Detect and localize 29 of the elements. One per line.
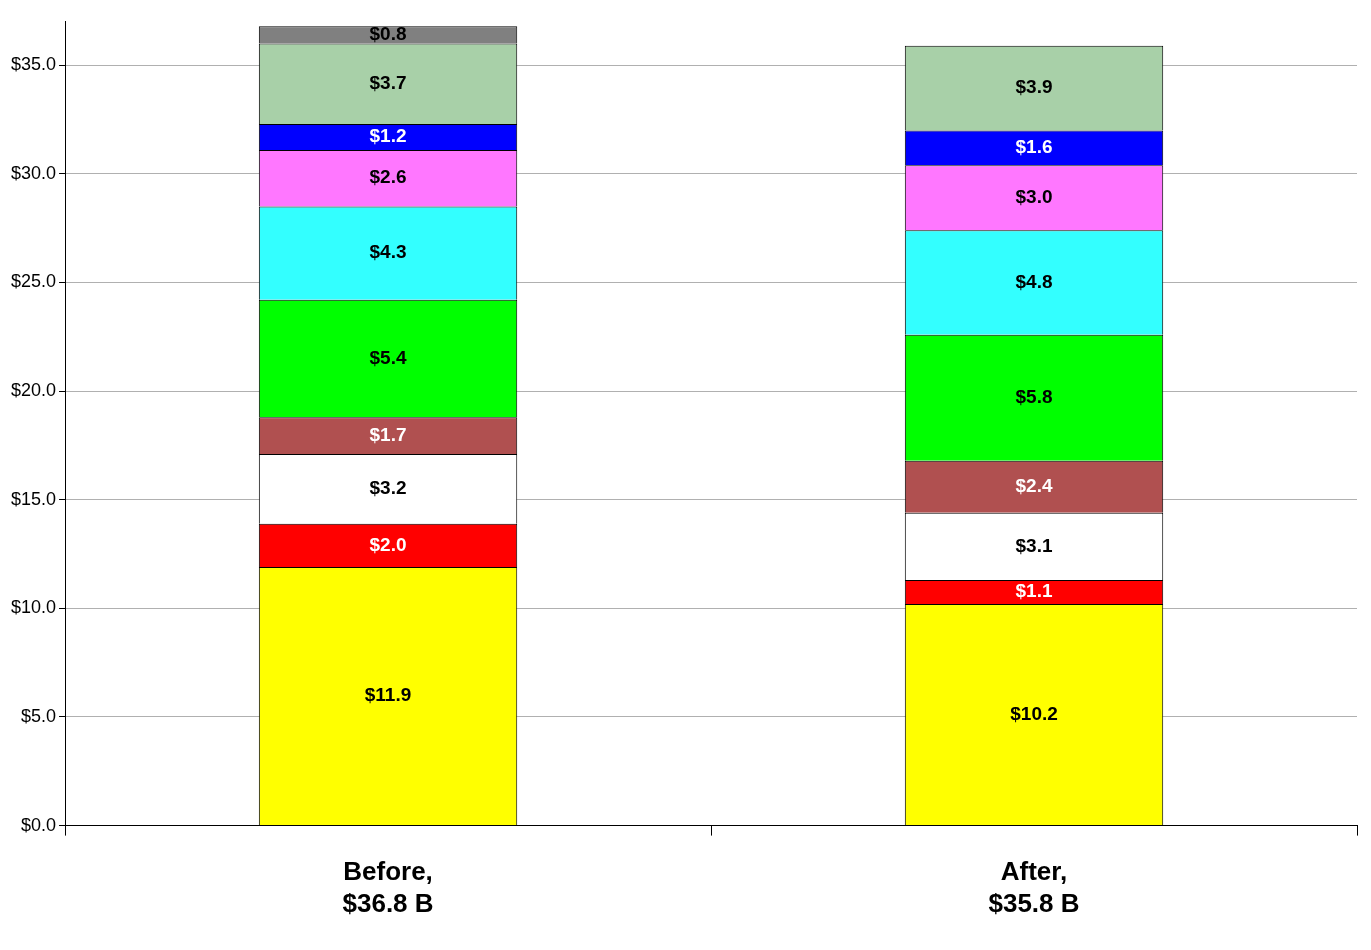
data-label: $5.8 — [1015, 385, 1053, 407]
data-label: $11.9 — [364, 684, 412, 706]
y-tick-label: $30.0 — [11, 162, 57, 183]
data-label: $3.0 — [1015, 186, 1053, 207]
y-tick-label: $5.0 — [21, 705, 57, 726]
data-label: $0.8 — [369, 23, 407, 45]
y-tick-label: $0.0 — [21, 814, 57, 835]
data-label: $1.2 — [369, 125, 407, 147]
data-label: $3.1 — [1015, 534, 1053, 556]
y-tick-label: $35.0 — [11, 54, 57, 75]
y-tick-label: $25.0 — [11, 271, 57, 292]
data-label: $3.7 — [369, 71, 407, 93]
x-tick-label: After, $35.8 B — [988, 856, 1080, 918]
data-label: $5.4 — [369, 346, 407, 368]
y-tick-label: $15.0 — [11, 488, 57, 509]
y-tick-label: $20.0 — [11, 380, 57, 401]
data-label: $1.6 — [1015, 136, 1053, 158]
data-label: $2.6 — [369, 166, 407, 188]
data-label: $1.7 — [369, 423, 407, 445]
data-label: $3.9 — [1015, 76, 1053, 98]
data-label: $4.8 — [1015, 270, 1053, 292]
data-label: $2.0 — [369, 533, 407, 555]
data-label: $3.2 — [369, 477, 407, 499]
data-label: $1.1 — [1015, 580, 1053, 602]
y-tick-label: $10.0 — [11, 597, 57, 618]
x-tick-label: Before, $36.8 B — [342, 856, 434, 918]
data-label: $10.2 — [1010, 702, 1058, 724]
data-label: $4.3 — [369, 241, 407, 263]
data-label: $2.4 — [1015, 474, 1053, 496]
